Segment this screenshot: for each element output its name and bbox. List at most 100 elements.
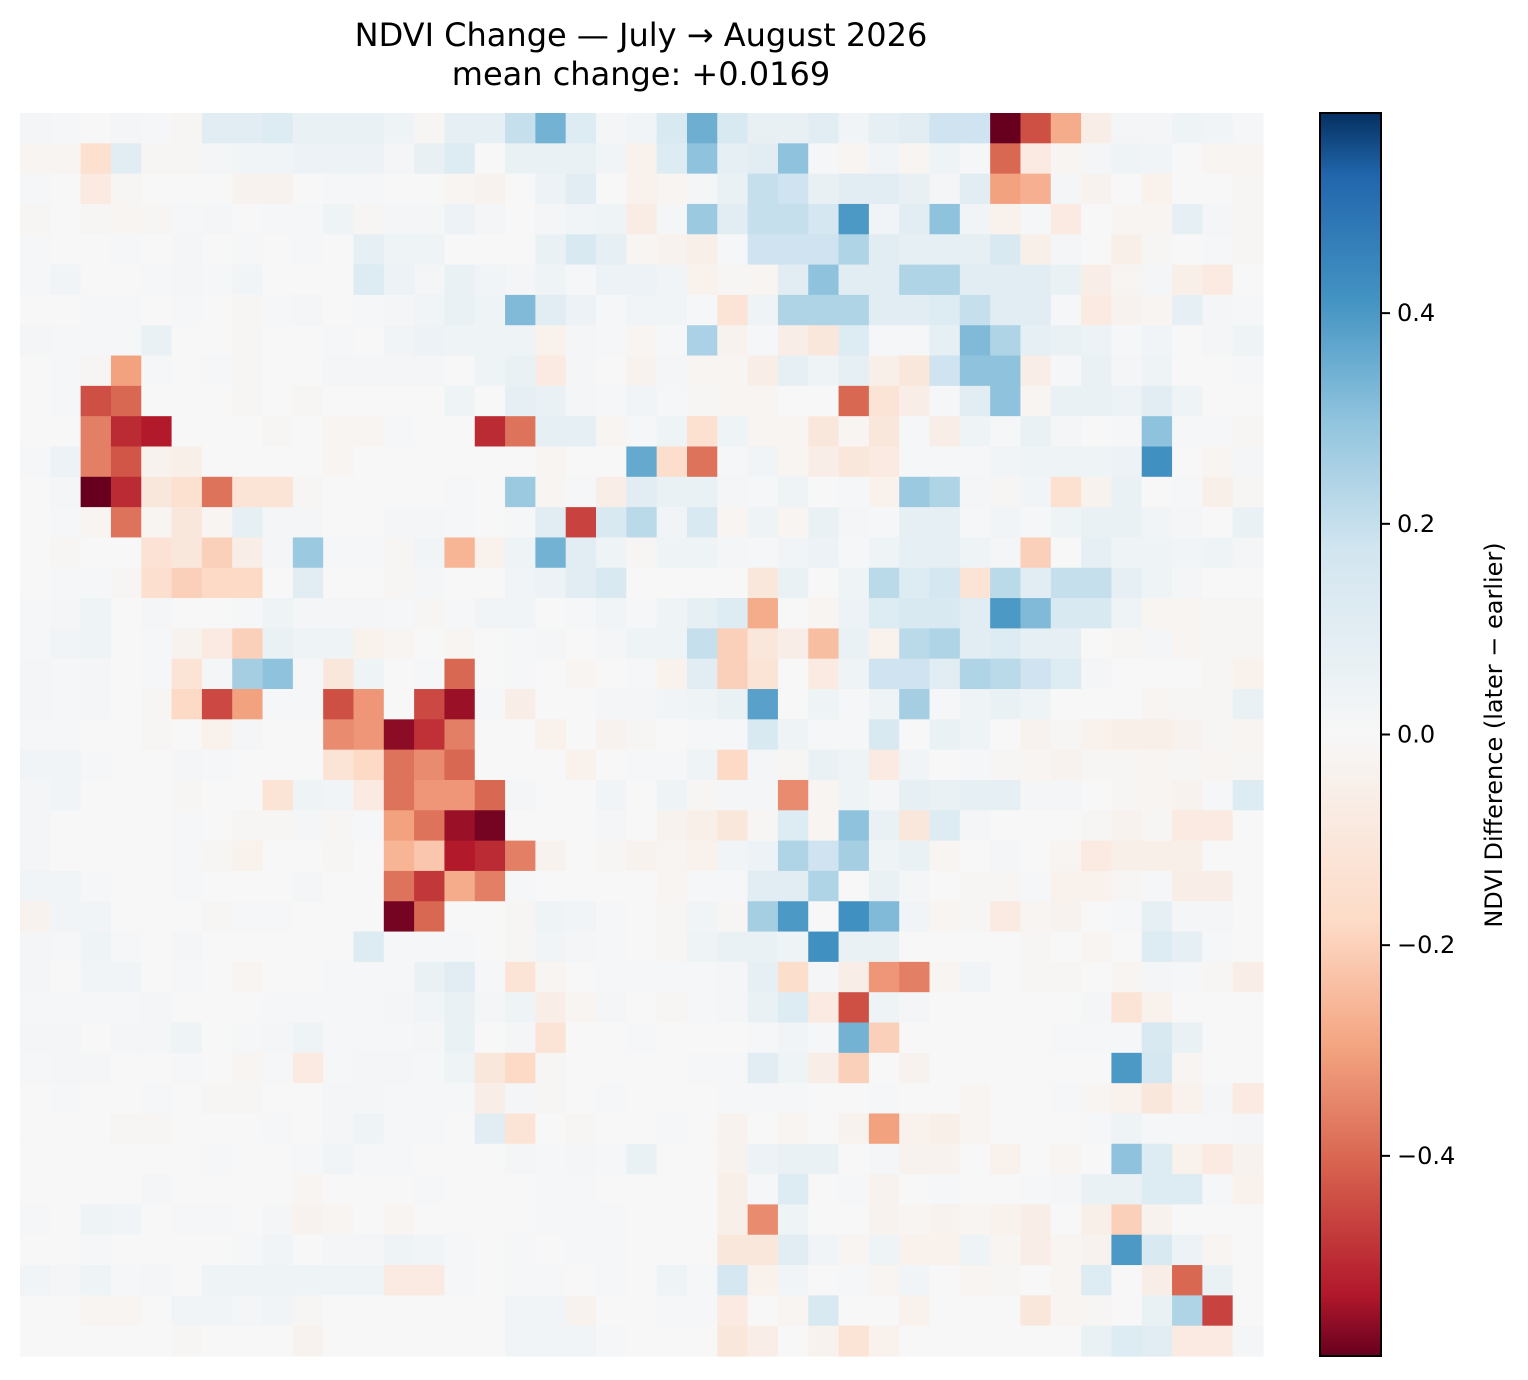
heatmap-cell	[50, 567, 82, 599]
heatmap-cell	[1172, 355, 1203, 387]
heatmap-cell	[353, 476, 385, 508]
heatmap-cell	[232, 992, 264, 1024]
heatmap-cell	[201, 1022, 233, 1054]
heatmap-cell	[1172, 870, 1203, 902]
heatmap-cell	[1111, 1022, 1143, 1054]
heatmap-cell	[201, 1052, 233, 1084]
heatmap-cell	[777, 840, 809, 872]
heatmap-cell	[505, 1204, 536, 1236]
heatmap-cell	[777, 476, 809, 508]
heatmap-cell	[899, 325, 931, 357]
heatmap-cell	[990, 294, 1022, 326]
heatmap-cell	[353, 1295, 385, 1327]
heatmap-cell	[110, 264, 142, 296]
heatmap-cell	[474, 294, 506, 326]
heatmap-cell	[1081, 901, 1113, 933]
heatmap-cell	[838, 416, 870, 448]
heatmap-cell	[171, 628, 203, 660]
heatmap-cell	[808, 1052, 840, 1084]
heatmap-cell	[141, 234, 173, 266]
heatmap-cell	[292, 1022, 324, 1054]
heatmap-cell	[656, 476, 688, 508]
heatmap-cell	[1111, 113, 1143, 144]
heatmap-cell	[171, 507, 203, 539]
heatmap-cell	[686, 658, 718, 690]
heatmap-cell	[383, 1022, 415, 1054]
heatmap-cell	[1202, 476, 1234, 508]
heatmap-cell	[717, 325, 749, 357]
heatmap-cell	[110, 961, 142, 993]
heatmap-cell	[959, 567, 991, 599]
heatmap-cell	[838, 901, 870, 933]
heatmap-cell	[1232, 264, 1264, 296]
heatmap-cell	[1050, 840, 1082, 872]
heatmap-cell	[626, 779, 658, 811]
heatmap-cell	[990, 1022, 1022, 1054]
heatmap-cell	[868, 1052, 900, 1084]
heatmap-cell	[868, 992, 900, 1024]
heatmap-cell	[20, 840, 51, 872]
heatmap-cell	[141, 658, 173, 690]
heatmap-cell	[323, 749, 355, 781]
heatmap-cell	[535, 476, 567, 508]
heatmap-cell	[444, 416, 476, 448]
heatmap-cell	[838, 1234, 870, 1266]
heatmap-cell	[838, 264, 870, 296]
heatmap-cell	[171, 446, 203, 478]
heatmap-cell	[414, 689, 446, 720]
heatmap-cell	[110, 173, 142, 205]
heatmap-cell	[990, 143, 1022, 175]
heatmap-cell	[929, 931, 961, 963]
heatmap-cell	[323, 1113, 355, 1145]
heatmap-cell	[1172, 1325, 1203, 1357]
heatmap-cell	[262, 961, 294, 993]
heatmap-cell	[383, 658, 415, 690]
heatmap-cell	[838, 749, 870, 781]
heatmap-cell	[626, 1022, 658, 1054]
heatmap-cell	[292, 203, 324, 235]
heatmap-cell	[1202, 446, 1234, 478]
heatmap-cell	[505, 870, 536, 902]
heatmap-cell	[808, 840, 840, 872]
heatmap-cell	[474, 1113, 506, 1145]
heatmap-cell	[777, 385, 809, 417]
heatmap-cell	[535, 113, 567, 144]
heatmap-cell	[686, 1234, 718, 1266]
heatmap-cell	[838, 234, 870, 266]
heatmap-cell	[1050, 416, 1082, 448]
heatmap-cell	[141, 476, 173, 508]
heatmap-cell	[596, 779, 627, 811]
heatmap-cell	[838, 113, 870, 144]
heatmap-cell	[80, 719, 112, 751]
heatmap-cell	[1202, 1143, 1234, 1175]
heatmap-cell	[353, 203, 385, 235]
heatmap-cell	[1111, 1052, 1143, 1084]
heatmap-cell	[899, 355, 931, 387]
heatmap-cell	[80, 931, 112, 963]
heatmap-cell	[929, 416, 961, 448]
heatmap-cell	[1172, 749, 1203, 781]
heatmap-cell	[141, 628, 173, 660]
heatmap-cell	[414, 1325, 446, 1357]
heatmap-cell	[444, 567, 476, 599]
heatmap-cell	[565, 567, 597, 599]
heatmap-cell	[686, 446, 718, 478]
heatmap-cell	[1111, 325, 1143, 357]
heatmap-cell	[929, 1143, 961, 1175]
heatmap-cell	[353, 749, 385, 781]
heatmap-cell	[474, 961, 506, 993]
heatmap-cell	[474, 931, 506, 963]
heatmap-cell	[838, 931, 870, 963]
heatmap-cell	[868, 1022, 900, 1054]
heatmap-cell	[292, 507, 324, 539]
heatmap-cell	[1111, 294, 1143, 326]
heatmap-cell	[505, 779, 536, 811]
heatmap-cell	[1141, 810, 1173, 842]
heatmap-cell	[1232, 476, 1264, 508]
heatmap-cell	[444, 749, 476, 781]
heatmap-cell	[201, 1083, 233, 1115]
heatmap-cell	[292, 658, 324, 690]
heatmap-cell	[899, 901, 931, 933]
heatmap-cell	[747, 1113, 779, 1145]
heatmap-cell	[565, 1143, 597, 1175]
